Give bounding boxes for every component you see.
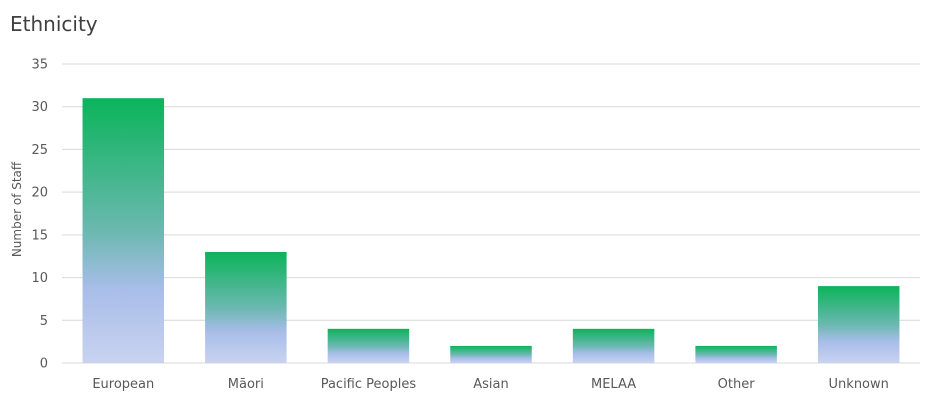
chart-title: Ethnicity [10,12,98,36]
bar-melaa [572,328,655,363]
x-tick-label: Pacific Peoples [321,377,417,392]
y-tick-label: 10 [31,271,48,286]
y-tick-labels: 0 5 10 15 20 25 30 35 [31,58,48,372]
y-tick-label: 20 [31,186,48,201]
bar-european [82,98,165,364]
bars [82,98,900,364]
bar-m-ori [205,251,287,363]
bar-unknown [817,286,900,363]
y-axis-title: Number of Staff [10,161,24,257]
x-tick-label: European [92,377,154,392]
y-tick-label: 25 [31,143,48,158]
x-tick-label: Asian [473,377,508,392]
y-tick-label: 30 [31,100,48,115]
y-tick-label: 0 [40,357,48,372]
x-tick-label: MELAA [591,377,636,392]
x-tick-label: Other [718,377,756,392]
x-tick-label: Unknown [829,377,889,392]
y-tick-label: 35 [31,58,48,73]
bar-pacific-peoples [327,328,410,363]
bar-other [695,345,777,363]
gridlines [62,63,920,364]
x-tick-label: Māori [228,377,264,392]
y-tick-label: 15 [31,228,48,243]
bar-asian [450,345,532,363]
y-tick-label: 5 [40,314,48,329]
x-tick-labels: European Māori Pacific Peoples Asian MELAA Ot… [92,377,889,392]
